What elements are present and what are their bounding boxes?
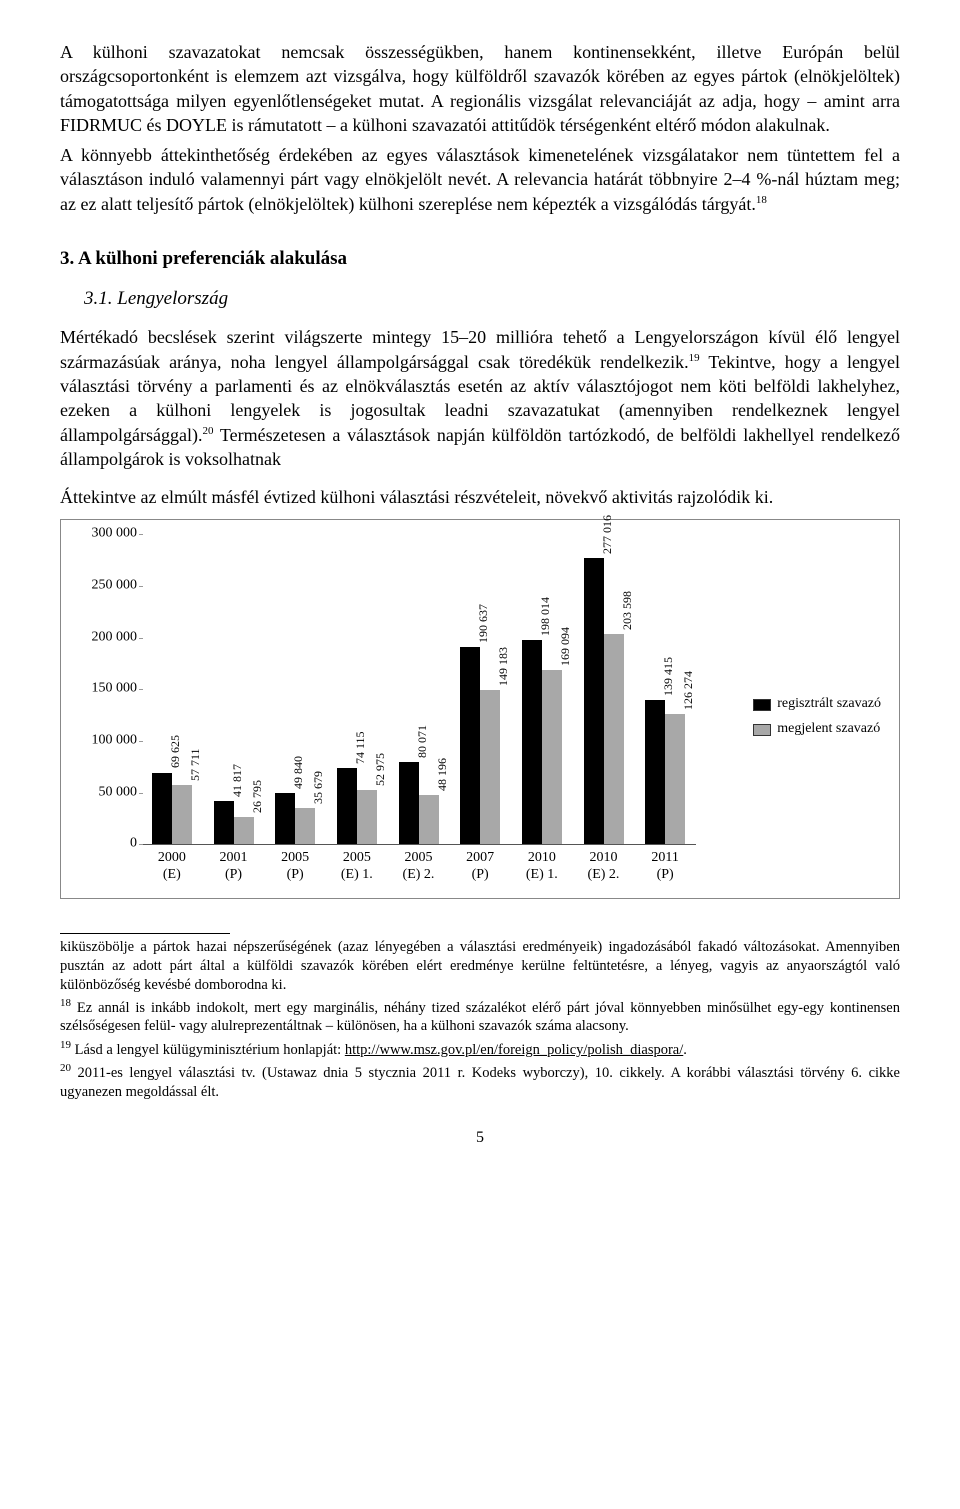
bar-value-label: 52 975 (372, 753, 388, 786)
bar (357, 790, 377, 845)
y-tick-label: 250 000 (92, 577, 138, 596)
paragraph-2: A könnyebb áttekinthetőség érdekében az … (60, 145, 900, 214)
x-tick-label: 2011(P) (635, 850, 695, 882)
bar (152, 773, 172, 845)
footnote-19a: Lásd a lengyel külügyminisztérium honlap… (71, 1042, 345, 1058)
y-tick-mark (139, 741, 143, 742)
paragraph-4: Áttekintve az elmúlt másfél évtized külh… (60, 487, 773, 507)
y-tick-label: 300 000 (92, 525, 138, 544)
paragraph-1: A külhoni szavazatokat nemcsak összesség… (60, 42, 900, 135)
legend-item: regisztrált szavazó (753, 695, 881, 714)
footnote-19-link[interactable]: http://www.msz.gov.pl/en/foreign_policy/… (345, 1042, 683, 1058)
y-tick-label: 100 000 (92, 732, 138, 751)
x-tick-label: 2000(E) (142, 850, 202, 882)
turnout-chart: 0 50 000 100 000 150 000 200 000 250 000 300 0… (60, 519, 900, 899)
bar-value-label: 74 115 (352, 731, 368, 764)
bar (399, 762, 419, 845)
y-tick-mark (139, 844, 143, 845)
bar-value-label: 26 795 (249, 780, 265, 813)
y-tick-label: 200 000 (92, 628, 138, 647)
footnote-num-18: 18 (60, 997, 71, 1009)
bar (295, 808, 315, 845)
footnote-20: 2011-es lengyel választási tv. (Ustawaz … (60, 1065, 900, 1100)
bar (419, 795, 439, 845)
bar (480, 690, 500, 844)
bar-value-label: 277 016 (599, 515, 615, 554)
footnote-ref-20: 20 (202, 425, 213, 437)
x-tick-label: 2010(E) 1. (512, 850, 572, 882)
y-tick-label: 0 (130, 835, 137, 854)
x-tick-label: 2001(P) (204, 850, 264, 882)
bar (522, 640, 542, 845)
footnote-19b: . (683, 1042, 687, 1058)
y-tick-label: 150 000 (92, 680, 138, 699)
bar (542, 670, 562, 845)
bar-value-label: 203 598 (619, 591, 635, 630)
legend-swatch (753, 724, 771, 736)
footnote-18: Ez annál is inkább indokolt, mert egy ma… (60, 1000, 900, 1035)
y-tick-mark (139, 534, 143, 535)
footnote-pre: kiküszöbölje a pártok hazai népszerűségé… (60, 939, 900, 992)
bar (665, 714, 685, 844)
bar (172, 785, 192, 845)
bar-value-label: 80 071 (414, 725, 430, 758)
x-tick-label: 2010(E) 2. (574, 850, 634, 882)
section-heading: 3. A külhoni preferenciák alakulása (60, 246, 900, 272)
y-tick-mark (139, 586, 143, 587)
y-tick-mark (139, 689, 143, 690)
bar-value-label: 126 274 (680, 671, 696, 710)
footnotes-block: kiküszöbölje a pártok hazai népszerűségé… (60, 933, 900, 1101)
bar (214, 801, 234, 844)
bar-value-label: 139 415 (660, 657, 676, 696)
y-tick-mark (139, 638, 143, 639)
legend-item: megjelent szavazó (753, 720, 881, 739)
bar-value-label: 57 711 (187, 748, 203, 781)
page-number: 5 (60, 1127, 900, 1149)
footnote-ref-18: 18 (756, 194, 767, 206)
y-tick-label: 50 000 (99, 783, 138, 802)
bar (234, 817, 254, 845)
subsection-heading: 3.1. Lengyelország (84, 286, 900, 312)
x-tick-label: 2007(P) (450, 850, 510, 882)
y-tick-mark (139, 793, 143, 794)
bar-value-label: 149 183 (495, 647, 511, 686)
legend-label: regisztrált szavazó (777, 695, 881, 714)
bar (275, 793, 295, 845)
footnote-num-20: 20 (60, 1062, 71, 1074)
bar (460, 647, 480, 844)
legend-label: megjelent szavazó (777, 720, 880, 739)
footnote-num-19: 19 (60, 1039, 71, 1051)
bar-value-label: 169 094 (557, 627, 573, 666)
bar-value-label: 35 679 (310, 771, 326, 804)
x-tick-label: 2005(E) 1. (327, 850, 387, 882)
bar-value-label: 48 196 (434, 758, 450, 791)
bar-value-label: 41 817 (229, 764, 245, 797)
bar (645, 700, 665, 844)
x-tick-label: 2005(P) (265, 850, 325, 882)
x-tick-label: 2005(E) 2. (389, 850, 449, 882)
bar-value-label: 49 840 (290, 756, 306, 789)
bar (337, 768, 357, 845)
bar (604, 634, 624, 844)
bar-value-label: 190 637 (475, 604, 491, 643)
footnote-ref-19: 19 (689, 352, 700, 364)
legend-swatch (753, 699, 771, 711)
bar-value-label: 69 625 (167, 735, 183, 768)
bar-value-label: 198 014 (537, 597, 553, 636)
bar (584, 558, 604, 844)
